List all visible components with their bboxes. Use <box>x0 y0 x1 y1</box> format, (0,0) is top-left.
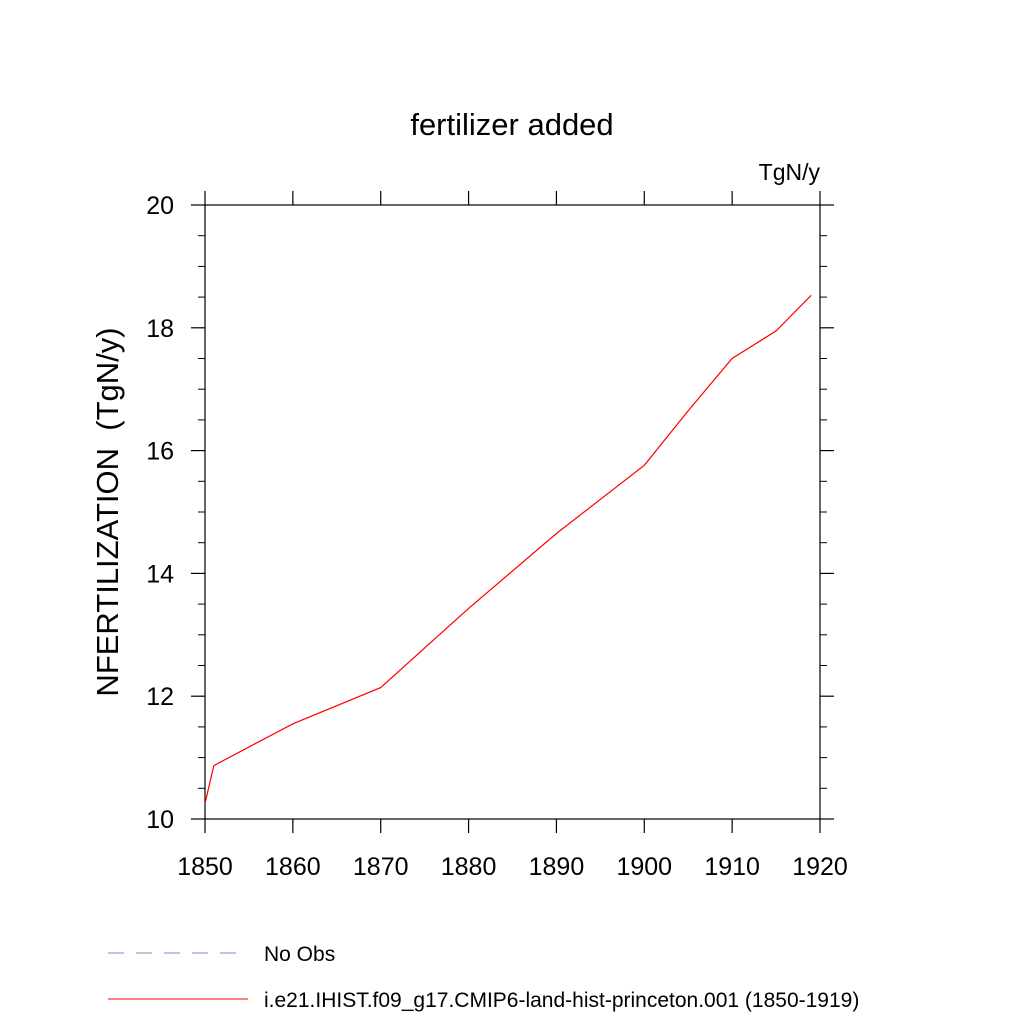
x-tick-label: 1910 <box>704 853 760 881</box>
legend: No Obs i.e21.IHIST.f09_g17.CMIP6-land-his… <box>108 943 859 1012</box>
y-tick-label: 10 <box>146 806 174 834</box>
x-tick-label: 1850 <box>177 853 233 881</box>
series-line-0 <box>204 294 812 804</box>
y-tick-label: 12 <box>146 683 174 711</box>
x-tick-label: 1900 <box>616 853 672 881</box>
x-tick-label: 1890 <box>529 853 585 881</box>
y-tick-label: 20 <box>146 192 174 220</box>
x-tick-label: 1860 <box>265 853 321 881</box>
y-tick-label: 18 <box>146 315 174 343</box>
units-label: TgN/y <box>759 159 821 185</box>
x-tick-label: 1880 <box>441 853 497 881</box>
plot-area: 1850 1860 1870 1880 1890 1900 1910 1920 10 12 14 16… <box>146 191 848 881</box>
legend-label: i.e21.IHIST.f09_g17.CMIP6-land-hist-prin… <box>264 989 859 1012</box>
chart-title: fertilizer added <box>410 107 613 142</box>
y-axis-label: NFERTILIZATION (TgN/y) <box>90 327 125 696</box>
legend-label: No Obs <box>264 943 335 966</box>
plot-frame <box>204 204 821 820</box>
x-tick-label: 1870 <box>353 853 409 881</box>
y-tick-label: 16 <box>146 438 174 466</box>
y-tick-label: 14 <box>146 560 174 588</box>
x-tick-label: 1920 <box>792 853 848 881</box>
